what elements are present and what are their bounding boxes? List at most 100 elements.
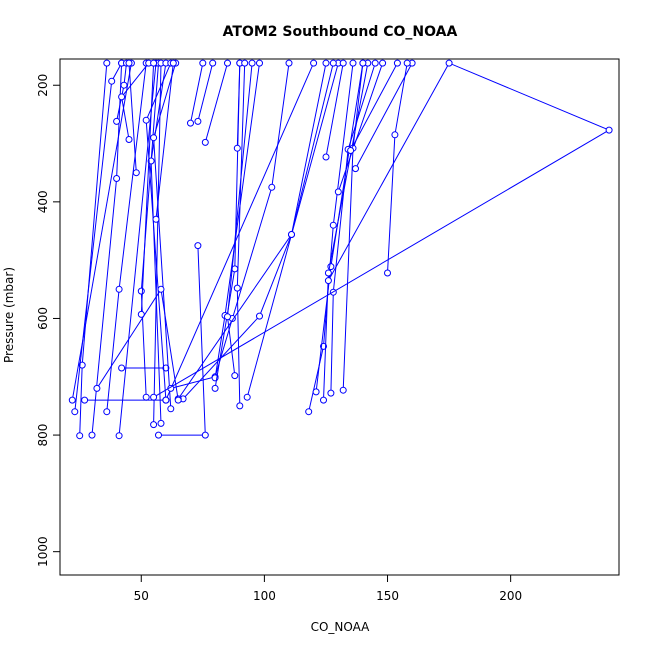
data-point — [445, 59, 453, 67]
data-point — [339, 59, 347, 67]
data-point — [248, 59, 256, 67]
x-tick-label: 200 — [499, 589, 522, 603]
series-line — [325, 63, 344, 158]
data-point — [312, 388, 320, 396]
data-point — [288, 231, 295, 238]
x-axis: 50 100 150 200 — [134, 575, 522, 603]
data-point — [199, 59, 207, 67]
series-line — [330, 62, 376, 394]
series-38 — [347, 59, 401, 154]
series-18 — [187, 59, 207, 127]
data-point — [157, 419, 165, 427]
data-point — [201, 431, 209, 439]
data-point — [194, 117, 202, 125]
data-point — [339, 386, 347, 394]
data-point — [393, 59, 401, 67]
data-point — [78, 361, 86, 369]
series-20 — [201, 59, 231, 146]
data-point — [233, 284, 241, 292]
data-point — [233, 144, 241, 152]
data-point — [115, 432, 123, 440]
series-line — [337, 62, 384, 193]
series-35 — [322, 59, 347, 161]
data-point — [384, 269, 391, 277]
data-point — [285, 59, 293, 67]
data-point — [322, 59, 330, 67]
series-11 — [137, 59, 158, 318]
data-point — [150, 59, 158, 67]
data-point — [88, 431, 96, 439]
data-point — [329, 59, 337, 67]
data-point — [118, 364, 126, 372]
x-tick-label: 100 — [253, 589, 276, 603]
data-point — [329, 221, 337, 229]
series-line — [204, 62, 228, 143]
data-point — [605, 126, 613, 134]
data-point — [68, 396, 76, 404]
y-tick-label: 400 — [36, 190, 50, 213]
series-40 — [384, 59, 411, 277]
series-26 — [233, 59, 249, 410]
data-point — [152, 215, 160, 223]
data-point — [150, 134, 158, 142]
data-point — [103, 408, 111, 416]
data-point — [132, 169, 140, 177]
data-point — [243, 393, 251, 401]
series-12 — [150, 59, 165, 429]
data-point — [310, 59, 318, 67]
data-point — [371, 59, 379, 67]
data-point — [224, 59, 231, 67]
data-point — [256, 312, 263, 320]
data-point — [174, 396, 182, 404]
series-8 — [118, 59, 153, 143]
data-point — [334, 188, 342, 196]
series-25 — [233, 59, 244, 152]
y-axis-label: Pressure (mbar) — [2, 267, 16, 363]
data-point — [224, 313, 231, 321]
series-27 — [224, 59, 256, 380]
data-point — [142, 116, 150, 124]
data-point — [71, 408, 79, 416]
data-point — [125, 59, 133, 67]
data-point — [268, 183, 276, 191]
data-point — [150, 393, 158, 401]
data-point — [391, 131, 399, 139]
data-point — [379, 59, 387, 67]
series-layer — [68, 59, 613, 440]
x-tick-label: 50 — [134, 589, 149, 603]
series-1 — [76, 59, 111, 440]
series-39 — [352, 59, 416, 173]
series-line — [197, 62, 214, 122]
series-17 — [155, 242, 209, 439]
y-tick-label: 600 — [36, 307, 50, 330]
data-point — [162, 364, 170, 372]
data-point — [155, 431, 162, 439]
data-point — [211, 384, 219, 392]
series-13 — [147, 59, 170, 427]
series-line — [190, 62, 204, 124]
series-line — [355, 62, 413, 169]
data-point — [231, 372, 239, 380]
y-tick-label: 800 — [36, 424, 50, 447]
data-point — [167, 405, 175, 413]
series-line — [140, 63, 155, 315]
data-point — [113, 175, 121, 182]
series-19 — [194, 59, 217, 125]
series-line — [153, 62, 611, 398]
data-point — [113, 117, 121, 125]
series-line — [128, 63, 137, 173]
data-point — [162, 396, 170, 404]
data-point — [103, 59, 111, 67]
data-point — [115, 285, 123, 293]
series-5 — [103, 59, 150, 416]
series-line — [165, 62, 315, 401]
series-41 — [150, 59, 613, 401]
y-tick-label: 1000 — [36, 536, 50, 567]
data-point — [322, 153, 330, 161]
data-point — [108, 77, 116, 85]
series-43 — [93, 285, 182, 404]
series-line — [118, 63, 157, 436]
data-point — [209, 59, 217, 67]
data-point — [359, 59, 367, 67]
plot-frame — [59, 58, 620, 576]
